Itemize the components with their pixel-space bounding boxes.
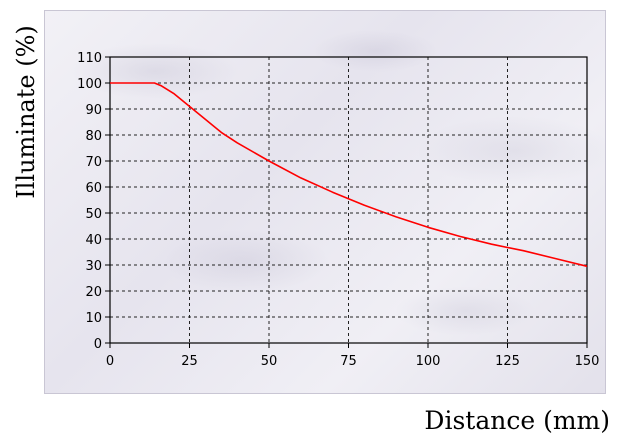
- y-tick-label: 110: [77, 51, 102, 66]
- series-layer: [110, 82, 588, 268]
- axis-ticks: 0 10 20 30 40 50 60 70 80 90 100 110 0 25 50 75 100 125 15…: [77, 51, 599, 369]
- grid-lines: [110, 57, 587, 343]
- x-axis-label: Distance (mm): [424, 406, 610, 435]
- y-tick-label: 80: [85, 129, 102, 144]
- y-tick-label: 0: [94, 337, 102, 352]
- x-tick-label: 75: [340, 354, 357, 369]
- x-tick-label: 125: [495, 354, 520, 369]
- series-line: [110, 82, 588, 268]
- chart-panel: [44, 10, 606, 394]
- y-tick-label: 50: [85, 207, 102, 222]
- x-tick-label: 50: [261, 354, 278, 369]
- y-tick-label: 60: [85, 181, 102, 196]
- y-tick-label: 70: [85, 155, 102, 170]
- x-tick-label: 150: [575, 354, 600, 369]
- y-tick-label: 90: [85, 103, 102, 118]
- y-tick-label: 30: [85, 259, 102, 274]
- y-tick-label: 40: [85, 233, 102, 248]
- y-tick-label: 10: [85, 311, 102, 326]
- y-tick-label: 100: [77, 77, 102, 92]
- y-axis-label: Illuminate (%): [12, 25, 40, 199]
- x-tick-label: 100: [416, 354, 441, 369]
- x-tick-label: 25: [181, 354, 198, 369]
- y-tick-label: 20: [85, 285, 102, 300]
- x-tick-label: 0: [106, 354, 114, 369]
